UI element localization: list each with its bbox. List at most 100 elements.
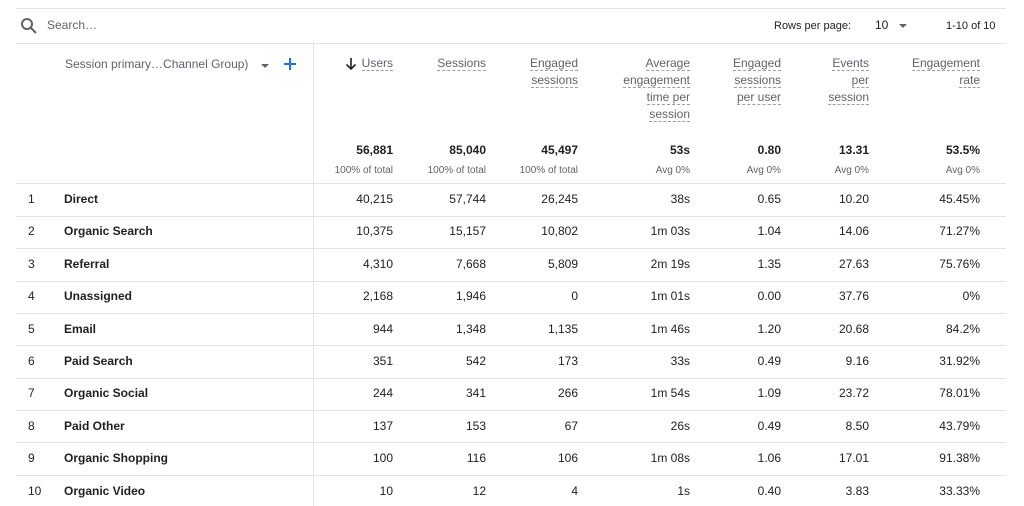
header-text: rate: [959, 73, 980, 88]
cell: 1m 08s: [650, 451, 690, 466]
header-text: session: [649, 107, 690, 122]
cell: 4: [571, 483, 578, 498]
column-total: 53.5%: [945, 143, 980, 157]
row-dimension: Paid Other: [64, 418, 125, 433]
cell: 10,375: [356, 224, 393, 239]
column-divider: [313, 43, 314, 506]
cell: 266: [557, 386, 578, 401]
column-header[interactable]: Engaged: [529, 55, 578, 72]
cell: 1,946: [455, 289, 486, 304]
row-divider: [16, 442, 1006, 443]
header-text: engagement: [623, 73, 690, 88]
column-header[interactable]: sessions: [734, 72, 781, 89]
cell: 57,744: [449, 192, 486, 206]
cell: 0.49: [757, 418, 781, 433]
divider: [16, 8, 1006, 9]
total-note: 100% of total: [334, 165, 393, 176]
cell: 1.04: [757, 224, 781, 239]
row-dimension: Organic Search: [64, 224, 153, 239]
total-note: 100% of total: [427, 165, 486, 176]
column-total: 45,497: [541, 143, 578, 157]
cell: 944: [372, 321, 393, 336]
column-header[interactable]: Sessions: [437, 55, 486, 72]
column-total: 85,040: [449, 143, 486, 157]
cell: 7,668: [455, 256, 486, 271]
cell: 0.49: [757, 354, 781, 368]
search-icon[interactable]: [20, 17, 38, 35]
row-divider: [16, 216, 1006, 217]
row-dimension: Organic Shopping: [64, 451, 168, 466]
header-text: session: [828, 90, 869, 105]
header-text: Sessions: [437, 56, 486, 71]
row-index: 5: [28, 321, 35, 336]
row-dimension: Email: [64, 321, 97, 336]
cell: 9.16: [845, 354, 869, 368]
column-header[interactable]: sessions: [531, 72, 578, 89]
row-index: 10: [28, 483, 42, 498]
cell: 1,348: [455, 321, 486, 336]
column-header[interactable]: session: [649, 106, 690, 123]
dropdown-caret[interactable]: [260, 62, 270, 70]
column-header[interactable]: per: [851, 72, 869, 89]
cell: 2,168: [362, 289, 393, 304]
add-dimension[interactable]: [283, 57, 297, 71]
row-index: 3: [28, 256, 35, 271]
column-header[interactable]: session: [828, 89, 869, 106]
cell: 33s: [670, 354, 690, 368]
cell: 40,215: [356, 192, 393, 206]
cell: 75.76%: [939, 256, 980, 271]
row-dimension: Organic Video: [64, 483, 146, 498]
cell: 1m 03s: [650, 224, 690, 239]
header-text: Average: [645, 56, 690, 71]
row-dimension: Referral: [64, 256, 110, 271]
cell: 71.27%: [939, 224, 980, 239]
column-header[interactable]: engagement: [623, 72, 690, 89]
cell: 1m 54s: [650, 386, 690, 401]
cell: 31.92%: [939, 354, 980, 368]
row-divider: [16, 475, 1006, 476]
column-header[interactable]: Engagement: [911, 55, 980, 72]
total-note: 100% of total: [519, 165, 578, 176]
cell: 116: [466, 451, 486, 466]
total-note: Avg 0%: [655, 165, 690, 176]
column-header[interactable]: Events: [832, 55, 869, 72]
cell: 1m 01s: [650, 289, 690, 304]
header-text: time per: [646, 90, 690, 105]
dimension-header[interactable]: Session primary…Channel Group): [65, 57, 249, 71]
cell: 3.83: [845, 483, 869, 498]
cell: 15,157: [449, 224, 486, 239]
column-header[interactable]: Engaged: [732, 55, 781, 72]
rows-select[interactable]: 10: [875, 18, 889, 32]
total-note: Avg 0%: [945, 165, 980, 176]
sort-icon[interactable]: [345, 57, 357, 71]
cell: 27.63: [838, 256, 869, 271]
row-divider: [16, 378, 1006, 379]
page-range: 1-10 of 10: [946, 20, 996, 32]
cell: 10: [379, 483, 393, 498]
row-dimension: Organic Social: [64, 386, 149, 401]
header-text: sessions: [734, 73, 781, 88]
cell: 4,310: [362, 256, 393, 271]
cell: 17.01: [838, 451, 869, 466]
cell: 244: [372, 386, 393, 401]
column-header[interactable]: rate: [959, 72, 980, 89]
cell: 43.79%: [939, 418, 980, 433]
row-index: 6: [28, 354, 35, 368]
cell: 341: [465, 386, 486, 401]
row-index: 4: [28, 289, 35, 304]
column-header[interactable]: Average: [645, 55, 690, 72]
cell: 45.45%: [939, 192, 980, 206]
column-header[interactable]: Users: [361, 55, 393, 72]
cell: 10,802: [541, 224, 578, 239]
row-divider: [16, 410, 1006, 411]
column-header[interactable]: per user: [736, 89, 781, 106]
row-index: 8: [28, 418, 35, 433]
dropdown-caret[interactable]: [898, 22, 908, 30]
cell: 91.38%: [939, 451, 980, 466]
cell: 84.2%: [945, 321, 980, 336]
column-header[interactable]: time per: [646, 89, 690, 106]
cell: 1,135: [547, 321, 578, 336]
row-index: 2: [28, 224, 35, 239]
row-divider: [16, 248, 1006, 249]
search-input[interactable]: Search…: [47, 18, 98, 32]
